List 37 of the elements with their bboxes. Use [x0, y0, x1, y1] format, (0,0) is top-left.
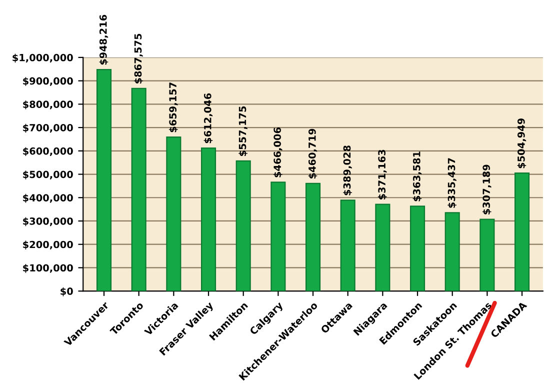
y-tick-label: $300,000	[23, 217, 73, 226]
data-label: $612,046	[204, 93, 213, 144]
bar	[96, 68, 112, 292]
y-tick-label: $400,000	[23, 194, 73, 203]
bar	[131, 88, 146, 292]
bar	[514, 172, 530, 292]
data-label: $557,175	[238, 106, 248, 156]
bar	[375, 204, 390, 292]
data-label: $948,216	[99, 14, 108, 65]
bar	[236, 160, 251, 292]
y-tick-label: $0	[60, 287, 73, 296]
y-tick-label: $800,000	[23, 100, 73, 110]
y-tick-label: $900,000	[23, 77, 73, 86]
y-tick-label: $600,000	[23, 147, 73, 156]
bar	[270, 182, 286, 292]
data-label: $335,437	[448, 158, 456, 208]
data-label: $867,575	[134, 34, 143, 84]
bar	[305, 182, 321, 292]
data-label: $466,006	[273, 128, 282, 178]
data-label: $389,028	[343, 146, 352, 196]
bar	[480, 218, 495, 292]
y-tick-label: $700,000	[23, 124, 73, 133]
y-tick-label: $200,000	[23, 240, 73, 250]
y-tick-label: $100,000	[23, 264, 73, 273]
data-label: $504,949	[517, 118, 526, 168]
bar	[340, 200, 356, 292]
data-label: $307,189	[482, 164, 492, 214]
y-tick-label: $1,000,000	[12, 54, 73, 63]
y-tick-label: $500,000	[23, 170, 73, 180]
bar	[166, 136, 182, 292]
bar	[444, 212, 460, 292]
data-label: $659,157	[168, 82, 178, 132]
data-label: $460,719	[308, 128, 318, 179]
bar	[200, 148, 216, 292]
bar	[410, 206, 426, 292]
data-label: $363,581	[412, 152, 422, 202]
data-label: $371,163	[378, 150, 387, 200]
